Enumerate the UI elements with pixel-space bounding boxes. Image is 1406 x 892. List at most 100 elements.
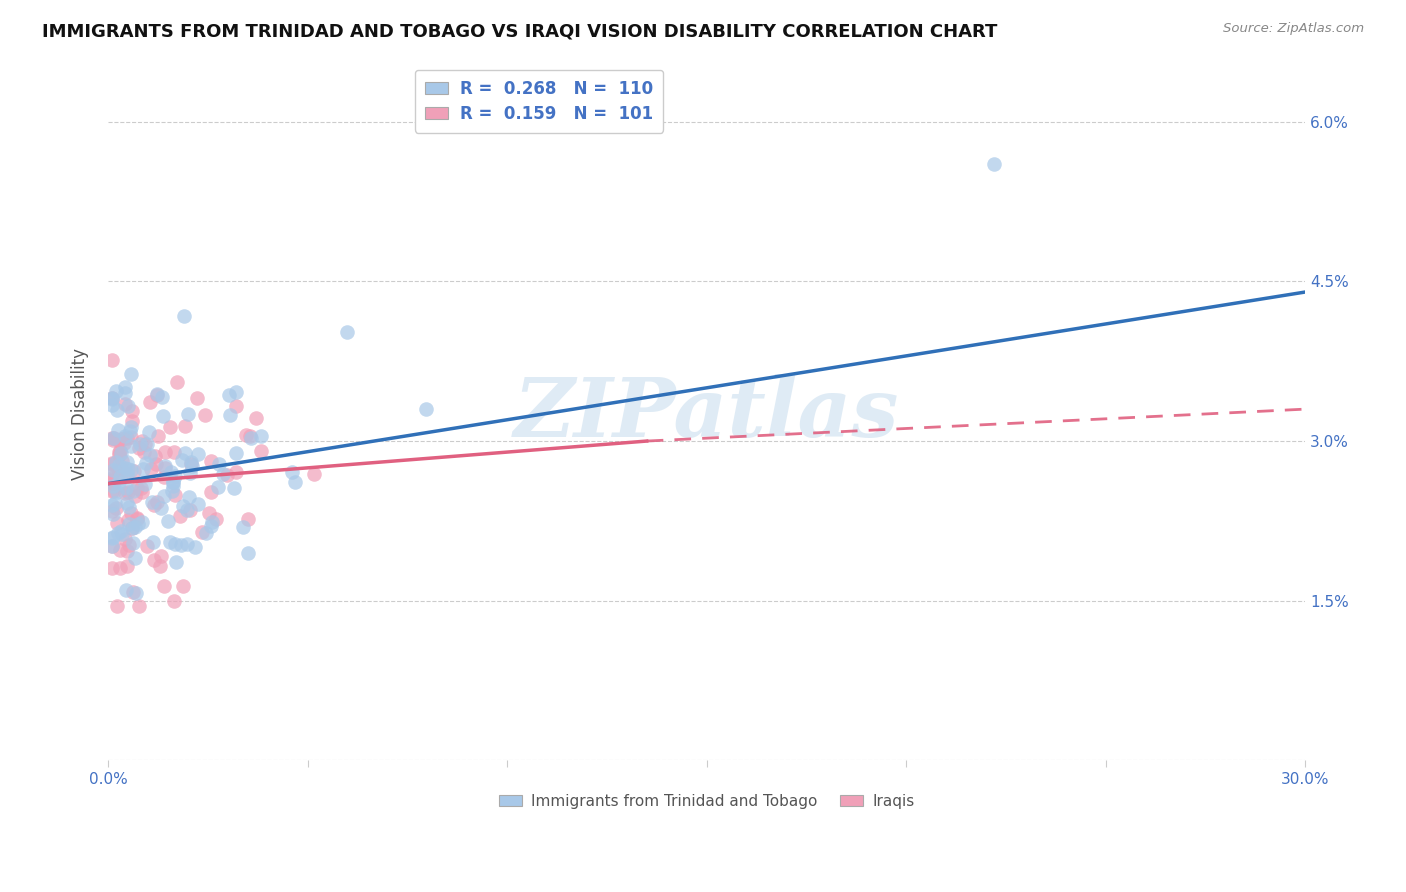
Point — [163, 488, 186, 502]
Point — [114, 429, 136, 443]
Point — [146, 494, 169, 508]
Point — [114, 397, 136, 411]
Point — [105, 402, 128, 417]
Point — [155, 460, 177, 475]
Point — [180, 457, 202, 471]
Point — [101, 498, 124, 512]
Point — [101, 560, 124, 574]
Point — [153, 579, 176, 593]
Point — [235, 428, 257, 442]
Point — [162, 475, 184, 489]
Point — [101, 463, 124, 477]
Point — [111, 463, 134, 477]
Point — [101, 432, 124, 446]
Point — [101, 398, 124, 412]
Point — [146, 387, 169, 401]
Point — [184, 540, 207, 554]
Point — [336, 325, 359, 339]
Point — [142, 552, 165, 566]
Point — [127, 516, 149, 531]
Point — [125, 481, 148, 495]
Point — [225, 399, 247, 413]
Point — [128, 599, 150, 613]
Point — [117, 462, 139, 476]
Point — [101, 473, 124, 487]
Point — [107, 444, 129, 458]
Point — [111, 453, 134, 467]
Point — [155, 445, 177, 459]
Point — [108, 443, 131, 458]
Point — [104, 501, 127, 516]
Point — [121, 404, 143, 418]
Point — [181, 459, 204, 474]
Point — [114, 380, 136, 394]
Point — [215, 467, 238, 482]
Point — [101, 392, 124, 406]
Point — [149, 549, 172, 563]
Point — [125, 512, 148, 526]
Point — [128, 441, 150, 455]
Text: IMMIGRANTS FROM TRINIDAD AND TOBAGO VS IRAQI VISION DISABILITY CORRELATION CHART: IMMIGRANTS FROM TRINIDAD AND TOBAGO VS I… — [42, 22, 997, 40]
Point — [149, 558, 172, 573]
Point — [108, 542, 131, 557]
Point — [983, 157, 1005, 171]
Point — [146, 429, 169, 443]
Point — [108, 470, 131, 484]
Point — [177, 490, 200, 504]
Point — [114, 532, 136, 546]
Point — [121, 536, 143, 550]
Point — [179, 466, 201, 480]
Point — [103, 466, 125, 480]
Point — [107, 458, 129, 473]
Point — [159, 534, 181, 549]
Point — [162, 479, 184, 493]
Point — [138, 395, 160, 409]
Point — [191, 524, 214, 539]
Point — [136, 539, 159, 553]
Point — [239, 431, 262, 445]
Point — [207, 480, 229, 494]
Point — [211, 467, 233, 481]
Point — [302, 467, 325, 482]
Point — [108, 448, 131, 462]
Point — [165, 468, 187, 483]
Point — [115, 582, 138, 597]
Point — [105, 384, 128, 398]
Point — [218, 387, 240, 401]
Point — [165, 555, 187, 569]
Point — [150, 390, 173, 404]
Point — [143, 498, 166, 512]
Point — [219, 409, 242, 423]
Point — [159, 420, 181, 434]
Point — [117, 496, 139, 510]
Point — [284, 475, 307, 489]
Point — [101, 457, 124, 471]
Point — [110, 524, 132, 538]
Point — [232, 520, 254, 534]
Point — [187, 497, 209, 511]
Point — [108, 561, 131, 575]
Point — [149, 500, 172, 515]
Point — [115, 455, 138, 469]
Legend: Immigrants from Trinidad and Tobago, Iraqis: Immigrants from Trinidad and Tobago, Ira… — [492, 788, 921, 815]
Point — [200, 454, 222, 468]
Point — [415, 402, 437, 417]
Point — [131, 515, 153, 529]
Point — [128, 437, 150, 451]
Point — [117, 513, 139, 527]
Point — [194, 409, 217, 423]
Point — [138, 425, 160, 440]
Point — [105, 516, 128, 530]
Point — [108, 475, 131, 489]
Point — [101, 456, 124, 470]
Point — [121, 521, 143, 535]
Point — [238, 511, 260, 525]
Point — [121, 414, 143, 428]
Point — [174, 418, 197, 433]
Point — [105, 484, 128, 499]
Point — [121, 521, 143, 535]
Point — [153, 470, 176, 484]
Point — [115, 559, 138, 574]
Point — [118, 500, 141, 514]
Point — [101, 484, 124, 499]
